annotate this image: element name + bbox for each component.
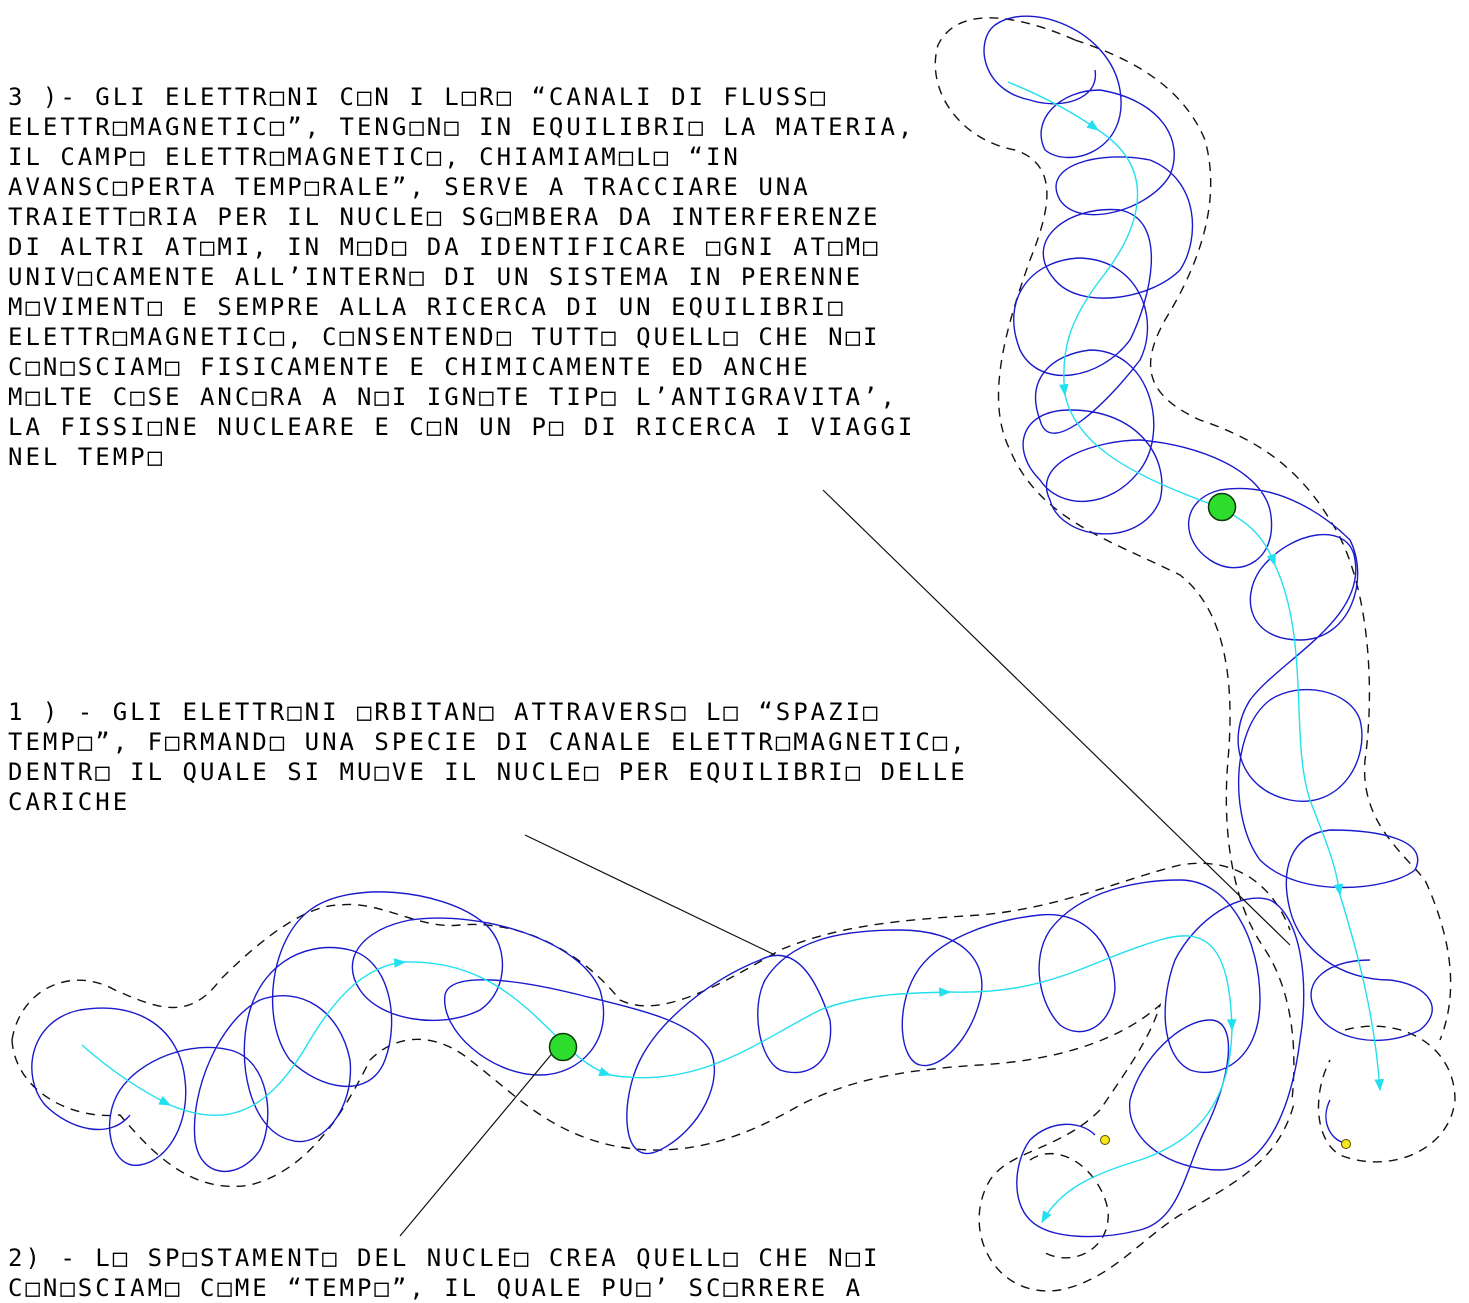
electron-tail-right	[1341, 1139, 1351, 1149]
note-line: C□N□SCIAM□ C□ME “TEMP□”, IL QUALE PU□’ S…	[8, 1274, 864, 1302]
note-line: AVANSC□PERTA TEMP□RALE”, SERVE A TRACCIA…	[8, 173, 811, 201]
leader-lines	[399, 489, 1291, 1237]
trajectory-horizontal-4	[609, 987, 952, 1079]
note-line: 1 ) - GLI ELETTR□NI □RBITAN□ ATTRAVERS□ …	[8, 698, 881, 726]
trajectory-horizontal-6	[1041, 1029, 1233, 1224]
note-line: LA FISSI□NE NUCLEARE E C□N UN P□ DI RICE…	[8, 413, 916, 441]
trajectory-horizontal-5	[949, 935, 1237, 1032]
channel-outline-horizontal-top	[11, 862, 1291, 1041]
trajectory-horizontal-2	[169, 958, 407, 1116]
note-line: NEL TEMP□	[8, 443, 166, 471]
leader-line-note-1	[524, 834, 776, 956]
trajectory-horizontal-3	[404, 961, 612, 1077]
note-line: C□N□SCIAM□ FISICAMENTE E CHIMICAMENTE ED…	[8, 353, 811, 381]
note-line: M□VIMENT□ E SEMPRE ALLA RICERCA DI UN EQ…	[8, 293, 846, 321]
note-line: 2) - L□ SP□STAMENT□ DEL NUCLE□ CREA QUEL…	[8, 1244, 881, 1272]
note-line: DI ALTRI AT□MI, IN M□D□ DA IDENTIFICARE …	[8, 233, 881, 261]
note-line: DENTR□ IL QUALE SI MU□VE IL NUCLE□ PER E…	[8, 758, 968, 786]
trajectory-horizontal-1	[81, 1044, 172, 1106]
note-1-text: 1 ) - GLI ELETTR□NI □RBITAN□ ATTRAVERS□ …	[8, 697, 968, 817]
trajectory-vertical-3	[1064, 394, 1276, 567]
note-line: IL CAMP□ ELETTR□MAGNETIC□, CHIAMIAM□L□ “…	[8, 143, 741, 171]
note-line: CARICHE	[8, 788, 131, 816]
note-line: ELETTR□MAGNETIC□, C□NSENTEND□ TUTT□ QUEL…	[8, 323, 881, 351]
channel-outline-end-loop	[978, 1099, 1296, 1292]
note-2-text: 2) - L□ SP□STAMENT□ DEL NUCLE□ CREA QUEL…	[8, 1243, 880, 1303]
channel-outline-tail-loop	[1317, 1025, 1456, 1163]
channel-outline-inner-loop	[1029, 1153, 1109, 1259]
channel-outline	[11, 17, 1456, 1292]
trajectory-vertical-2	[1059, 129, 1139, 397]
note-line: 3 )- GLI ELETTR□NI C□N I L□R□ “CANALI DI…	[8, 83, 829, 111]
channel-outline-vertical-right	[1074, 39, 1452, 1041]
note-line: TEMP□”, F□RMAND□ UNA SPECIE DI CANALE EL…	[8, 728, 968, 756]
orbit-tail	[1325, 1099, 1346, 1144]
note-line: UNIV□CAMENTE ALL’INTERN□ DI UN SISTEMA I…	[8, 263, 864, 291]
orbit-vertical	[983, 15, 1433, 1042]
trajectory-vertical-4	[1274, 564, 1344, 897]
trajectory-vertical-1	[1007, 81, 1099, 131]
leader-line-note-2	[399, 1049, 556, 1237]
electron-tail-left	[1100, 1135, 1110, 1145]
orbit-horizontal	[31, 879, 1305, 1238]
electron-orbits	[31, 15, 1433, 1238]
nucleus-trajectory	[81, 81, 1385, 1224]
trajectory-vertical-5	[1339, 894, 1385, 1092]
channel-outline-horizontal-bottom	[11, 1002, 1162, 1188]
note-line: TRAIETT□RIA PER IL NUCLE□ SG□MBERA DA IN…	[8, 203, 881, 231]
nucleus-vertical	[1207, 492, 1237, 522]
note-line: M□LTE C□SE ANC□RA A N□I IGN□TE TIP□ L’AN…	[8, 383, 898, 411]
note-line: ELETTR□MAGNETIC□”, TENG□N□ IN EQUILIBRI□…	[8, 113, 916, 141]
note-3-text: 3 )- GLI ELETTR□NI C□N I L□R□ “CANALI DI…	[8, 82, 915, 472]
channel-outline-vertical-left	[934, 17, 1295, 1101]
leader-line-note-3	[822, 489, 1291, 946]
nucleus-horizontal	[548, 1032, 578, 1062]
